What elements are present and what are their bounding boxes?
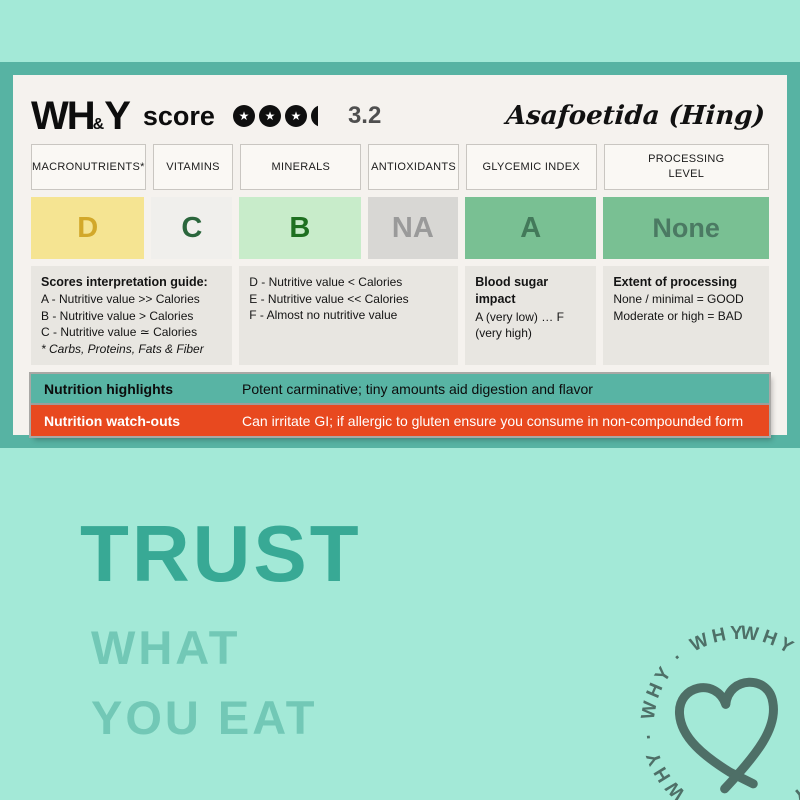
guide-line-c: C - Nutritive value ≃ Calories	[41, 325, 198, 340]
column-header-processing-level: PROCESSING LEVEL	[603, 144, 769, 190]
score-value: 3.2	[347, 102, 382, 129]
slogan-what: WHAT	[91, 621, 241, 674]
guide-line-b: B - Nutritive value > Calories	[41, 308, 194, 323]
nutrition-highlights-label: Nutrition highlights	[44, 380, 174, 397]
heart-icon: WHY · WHY · WHY · WHY · WHY · WHY · WHY …	[614, 594, 800, 800]
brand-wh: WH	[31, 93, 96, 138]
guide-box-glycemic: Blood sugar impact A (very low) … F (ver…	[465, 266, 597, 366]
processing-guide-title: Extent of processing	[613, 275, 737, 289]
column-header-glycemic-index: GLYCEMIC INDEX	[465, 144, 597, 190]
score-card: WH & Y score ★ ★ ★ 3.2 Asafoetida (Hing) MAC…	[13, 75, 787, 437]
processing-guide-line1: None / minimal = GOOD	[613, 292, 744, 307]
column-header-macronutrients: MACRONUTRIENTS*	[31, 144, 146, 190]
guide-line-f: F - Almost no nutritive value	[249, 308, 398, 323]
guide-footnote: * Carbs, Proteins, Fats & Fiber	[41, 341, 204, 356]
nutrition-notes-block: Nutrition highlights Potent carminative;…	[31, 374, 769, 437]
nutrition-highlights-text: Potent carminative; tiny amounts aid dig…	[242, 380, 593, 397]
nutrition-watchouts-label: Nutrition watch-outs	[44, 412, 181, 429]
score-word: score	[142, 100, 215, 131]
glycemic-guide-text: A (very low) … F (very high)	[475, 309, 564, 341]
product-name: Asafoetida (Hing)	[505, 101, 767, 131]
brand-y: Y	[104, 93, 131, 138]
guide-box-abc: Scores interpretation guide: A - Nutriti…	[31, 266, 233, 366]
star-rating-icons: ★ ★ ★	[232, 105, 318, 127]
guide-line-a: A - Nutritive value >> Calories	[41, 292, 200, 307]
guide-box-def: D - Nutritive value < Calories E - Nutri…	[239, 266, 459, 366]
guide-line-e: E - Nutritive value << Calories	[249, 291, 409, 306]
nutrition-watchouts-text: Can irritate GI; if allergic to gluten e…	[242, 412, 744, 429]
column-header-vitamins: VITAMINS	[152, 144, 234, 190]
star-icon: ★	[232, 105, 255, 127]
score-table-header-row: MACRONUTRIENTS* VITAMINS MINERALS ANTIOX…	[31, 144, 769, 190]
star-icon: ★	[284, 105, 307, 127]
guide-box-processing: Extent of processing None / minimal = GO…	[603, 266, 769, 366]
guide-title: Scores interpretation guide:	[41, 275, 208, 289]
grade-cell-processing-level: None	[603, 197, 769, 259]
why-heart-logo: WHY · WHY · WHY · WHY · WHY · WHY · WHY …	[614, 594, 800, 800]
interpretation-guide-row: Scores interpretation guide: A - Nutriti…	[31, 259, 769, 366]
processing-guide-line2: Moderate or high = BAD	[613, 308, 743, 323]
slogan-you-eat: YOU EAT	[91, 691, 318, 744]
column-header-antioxidants: ANTIOXIDANTS	[368, 144, 459, 190]
grade-cell-vitamins: C	[151, 197, 233, 259]
glycemic-guide-title: Blood sugar impact	[475, 275, 549, 307]
why-brand-logo: WH & Y	[31, 93, 131, 139]
brand-ampersand: &	[92, 115, 105, 133]
nutrition-watchouts-row: Nutrition watch-outs Can irritate GI; if…	[31, 405, 769, 437]
card-header: WH & Y score ★ ★ ★ 3.2 Asafoetida (Hing)	[31, 90, 769, 142]
column-header-minerals: MINERALS	[240, 144, 362, 190]
star-icon: ★	[258, 105, 281, 127]
slogan-trust: TRUST	[80, 509, 362, 598]
score-table-grade-row: D C B NA A None	[31, 190, 769, 259]
guide-line-d: D - Nutritive value < Calories	[249, 275, 403, 289]
grade-cell-antioxidants: NA	[367, 197, 459, 259]
partial-star-icon	[310, 105, 318, 127]
teal-frame: WH & Y score ★ ★ ★ 3.2 Asafoetida (Hing) MAC…	[0, 62, 800, 448]
grade-cell-macronutrients: D	[31, 197, 145, 259]
grade-cell-minerals: B	[239, 197, 361, 259]
grade-cell-glycemic-index: A	[465, 197, 597, 259]
nutrition-highlights-row: Nutrition highlights Potent carminative;…	[31, 374, 769, 406]
